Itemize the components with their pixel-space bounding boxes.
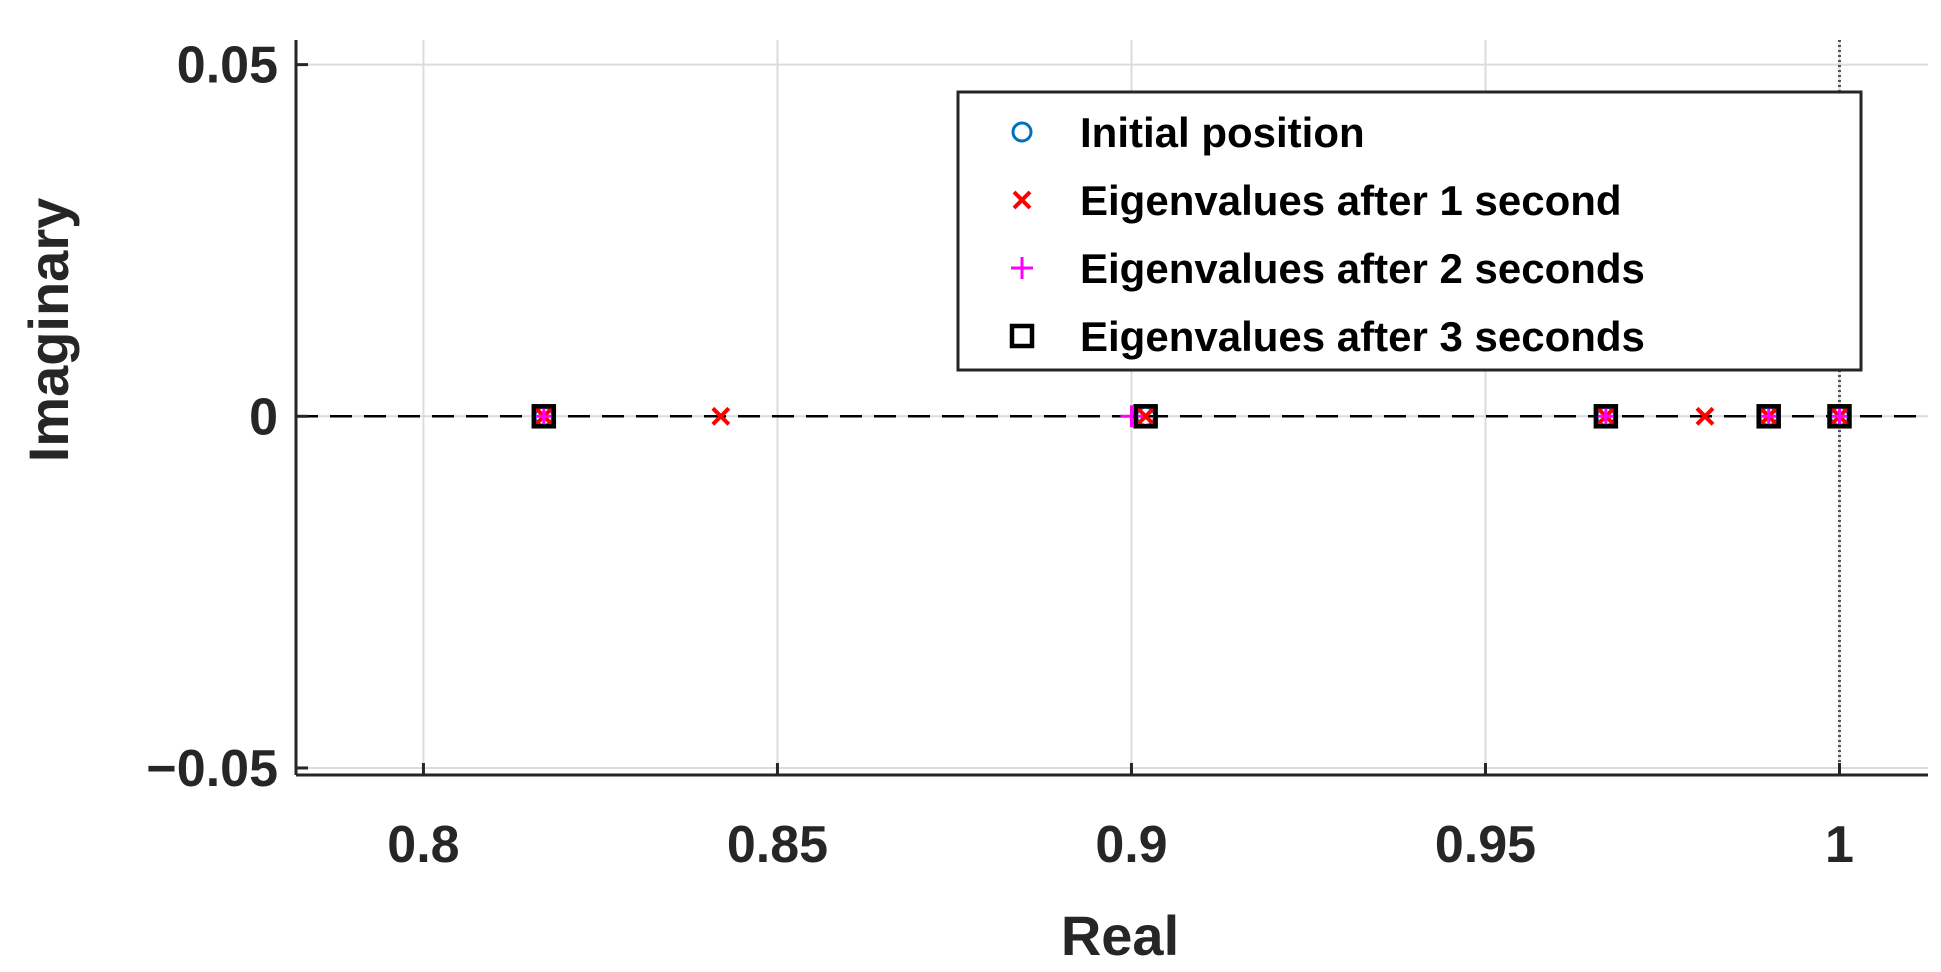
axes xyxy=(294,40,1928,777)
legend-label: Eigenvalues after 3 seconds xyxy=(1080,313,1645,360)
legend-marker-circle xyxy=(1011,121,1033,143)
legend-label: Eigenvalues after 2 seconds xyxy=(1080,245,1645,292)
y-tick-label: −0.05 xyxy=(146,740,278,798)
data-point-square xyxy=(1133,404,1158,429)
data-point-square xyxy=(1593,404,1619,429)
data-point-plus xyxy=(1594,405,1617,428)
legend-label: Initial position xyxy=(1080,109,1365,156)
y-tick-label: 0.05 xyxy=(177,37,278,95)
data-point-plus xyxy=(1120,405,1143,428)
legend-marker-x xyxy=(1012,190,1032,210)
y-tick-label: 0 xyxy=(249,388,278,446)
x-tick-label: 0.85 xyxy=(727,816,828,874)
data-point-x xyxy=(711,406,731,426)
data-point-square xyxy=(1827,404,1852,429)
legend-label: Eigenvalues after 1 second xyxy=(1080,177,1622,224)
x-tick-label: 0.9 xyxy=(1095,816,1167,874)
data-point-x xyxy=(1136,406,1156,426)
legend-box xyxy=(956,90,1863,372)
legend-marker-square xyxy=(1009,323,1035,349)
data-markers xyxy=(531,404,1852,429)
data-point-plus xyxy=(1757,405,1780,428)
data-point-x xyxy=(1695,406,1715,426)
reference-lines xyxy=(296,40,1928,775)
tick-labels: 0.8 0.85 0.9 0.95 1 −0.05 0 0.05 xyxy=(146,37,1854,874)
data-point-plus xyxy=(1828,405,1851,428)
x-axis-title: Real xyxy=(1061,904,1179,967)
data-point-square xyxy=(1756,404,1781,429)
data-point-plus xyxy=(532,405,555,428)
y-axis-title: Imaginary xyxy=(17,198,80,463)
x-tick-label: 1 xyxy=(1825,816,1854,874)
x-tick-label: 0.95 xyxy=(1435,816,1536,874)
legend: Initial position Eigenvalues after 1 seco… xyxy=(956,90,1863,372)
legend-marker-plus xyxy=(1011,257,1033,279)
x-tick-label: 0.8 xyxy=(387,816,459,874)
data-point-square xyxy=(531,404,557,429)
